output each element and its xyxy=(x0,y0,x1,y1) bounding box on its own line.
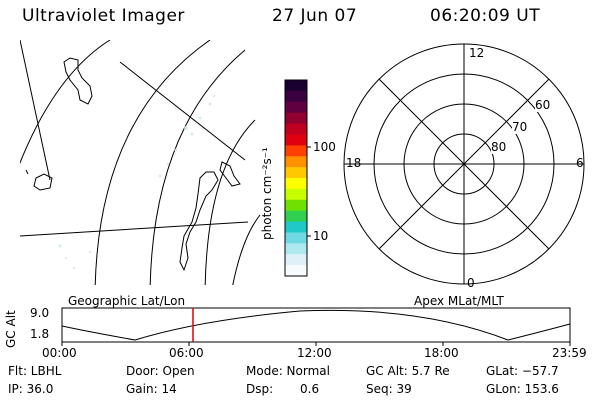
ip-info: IP: 36.0 xyxy=(8,382,54,396)
timeline-xtick-4: 23:59 xyxy=(552,346,587,360)
gc-alt-info: GC Alt: 5.7 Re xyxy=(366,364,450,378)
latitude-arc xyxy=(149,49,246,285)
colorbar-tick-10: 10 xyxy=(313,229,329,243)
timeline-xtick-2: 12:00 xyxy=(297,346,332,360)
latitude-arc xyxy=(20,40,111,165)
longitude-line xyxy=(20,40,51,181)
glon-info: GLon: 153.6 xyxy=(486,382,559,396)
latitude-arc xyxy=(94,40,211,285)
door-info: Door: Open xyxy=(126,364,195,378)
colorbar-cell xyxy=(285,145,307,157)
colorbar-cell xyxy=(285,134,307,146)
dsp-value: 0.6 xyxy=(300,382,320,396)
longitude-line xyxy=(20,221,249,237)
colorbar-cell xyxy=(285,167,307,179)
gain-info: Gain: 14 xyxy=(126,382,177,396)
timeline-left-label: Geographic Lat/Lon xyxy=(68,294,186,308)
mlt-label-6: 6 xyxy=(576,156,584,170)
mlt-label-0: 0 xyxy=(467,276,475,290)
mlt-line-diag xyxy=(378,78,550,250)
timeline-axis-label: GC Alt xyxy=(4,310,18,348)
colorbar-cell xyxy=(285,101,307,114)
mlat-label-70: 70 xyxy=(512,120,528,134)
glat-info: GLat: −57.7 xyxy=(486,364,559,378)
polar-ring-70 xyxy=(403,103,525,225)
colorbar-cell xyxy=(285,188,307,201)
latitude-arc xyxy=(204,119,256,285)
time-label: 06:20:09 UT xyxy=(430,6,541,26)
colorbar-cell xyxy=(285,178,307,190)
coastline xyxy=(25,169,29,175)
mlat-label-80: 80 xyxy=(491,140,507,154)
mlat-label-60: 60 xyxy=(535,98,551,112)
colorbar-tick-100: 100 xyxy=(313,140,336,154)
timeline-ytick-min: 1.8 xyxy=(30,327,50,341)
coastline xyxy=(219,161,241,187)
latitude-arc xyxy=(232,214,261,285)
seq-info: Seq: 39 xyxy=(366,382,412,396)
colorbar-cell xyxy=(285,90,307,103)
colorbar-cell xyxy=(285,232,307,244)
colorbar-cell xyxy=(285,210,307,223)
colorbar-cell xyxy=(285,254,307,266)
colorbar-cell xyxy=(285,80,307,92)
colorbar-cell xyxy=(285,112,307,125)
polar-ring-60 xyxy=(373,73,555,255)
polar-ring-50 xyxy=(343,43,585,285)
timeline-ytick-max: 9.0 xyxy=(30,306,50,320)
dsp-label: Dsp: xyxy=(246,382,274,396)
mode-info: Mode: Normal xyxy=(246,364,330,378)
mlt-label-12: 12 xyxy=(469,46,485,60)
colorbar-cell xyxy=(285,123,307,135)
instrument-title: Ultraviolet Imager xyxy=(22,6,185,26)
mlt-line-diag xyxy=(378,78,550,250)
altitude-curve xyxy=(61,309,571,341)
longitude-line xyxy=(119,61,246,161)
coastline xyxy=(33,173,53,191)
colorbar-cell xyxy=(285,156,307,168)
polar-ring-80 xyxy=(433,133,495,195)
colorbar-cell xyxy=(285,243,307,255)
coastline xyxy=(179,171,219,272)
coastline xyxy=(63,57,93,105)
date-label: 27 Jun 07 xyxy=(272,6,358,26)
colorbar-cell xyxy=(285,265,307,277)
mlt-label-18: 18 xyxy=(346,156,362,170)
colorbar-unit-label: photon cm⁻²s⁻¹ xyxy=(260,147,274,240)
colorbar-cell xyxy=(285,221,307,233)
timeline-xtick-3: 18:00 xyxy=(424,346,459,360)
colorbar-cell xyxy=(285,199,307,212)
timeline-right-label: Apex MLat/MLT xyxy=(414,294,504,308)
timeline-xtick-0: 00:00 xyxy=(42,346,77,360)
filter-info: Flt: LBHL xyxy=(8,364,62,378)
timeline-xtick-1: 06:00 xyxy=(169,346,204,360)
